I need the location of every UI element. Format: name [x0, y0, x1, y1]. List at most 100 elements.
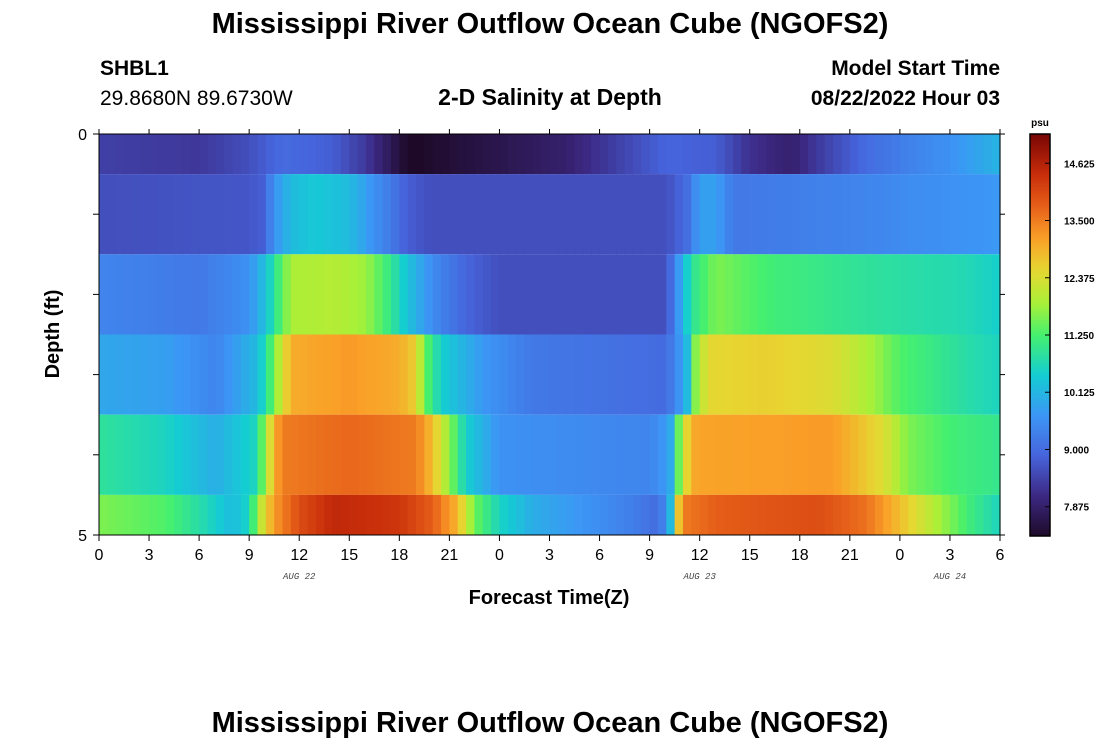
heat-cell	[858, 414, 868, 495]
heat-cell	[399, 414, 409, 495]
heat-cell	[382, 414, 392, 495]
heat-cell	[649, 334, 659, 415]
heat-cell	[949, 414, 959, 495]
heat-cell	[899, 174, 909, 255]
heat-cell	[891, 174, 901, 255]
heat-cell	[557, 414, 567, 495]
heat-cell	[933, 494, 943, 535]
station-id: SHBL1	[100, 57, 169, 80]
heat-cell	[474, 254, 484, 335]
heat-cell	[716, 174, 726, 255]
heat-cell	[240, 334, 250, 415]
heat-cell	[791, 254, 801, 335]
heat-cell	[666, 174, 676, 255]
heat-cell	[733, 334, 742, 415]
heat-cell	[849, 414, 859, 495]
heat-cell	[983, 254, 993, 335]
heat-cell	[599, 494, 609, 535]
heat-cell	[457, 334, 467, 415]
heat-cell	[315, 134, 325, 175]
heat-cell	[207, 254, 217, 335]
heat-cell	[799, 414, 809, 495]
heat-cell	[499, 254, 509, 335]
heat-cell	[749, 254, 759, 335]
colorbar: psu 7.875 9.000 10.125 11.250 12.375 13.500 14.…	[1029, 118, 1095, 537]
heat-cell	[365, 134, 375, 175]
heat-cell	[866, 334, 876, 415]
heat-cell	[499, 414, 509, 495]
heat-cell	[974, 414, 984, 495]
heat-cell	[149, 494, 158, 535]
heat-cell	[424, 334, 434, 415]
heat-cell	[399, 494, 409, 535]
heat-cell	[933, 254, 943, 335]
heat-cell	[958, 414, 968, 495]
heat-cell	[649, 174, 659, 255]
heat-cell	[908, 334, 918, 415]
heat-cell	[174, 254, 184, 335]
heat-cell	[457, 254, 467, 335]
heat-cell	[766, 254, 776, 335]
heat-cell	[416, 334, 425, 415]
heat-cell	[474, 174, 484, 255]
heat-cell	[265, 334, 275, 415]
heat-cell	[140, 334, 150, 415]
heat-cell	[541, 254, 551, 335]
heat-cell	[966, 134, 976, 175]
heat-cell	[983, 414, 993, 495]
heat-cell	[733, 414, 742, 495]
heat-cell	[899, 134, 909, 175]
heat-cell	[949, 494, 959, 535]
heat-cell	[816, 334, 826, 415]
heat-cell	[766, 134, 776, 175]
heat-cell	[365, 254, 375, 335]
heat-cell	[682, 254, 692, 335]
heat-cell	[441, 414, 450, 495]
heat-cell	[949, 334, 959, 415]
heat-cell	[849, 254, 859, 335]
heat-cell	[682, 334, 692, 415]
heat-cell	[390, 174, 400, 255]
heat-cell	[416, 134, 425, 175]
heat-cell	[240, 494, 250, 535]
heat-cell	[332, 174, 342, 255]
heat-cell	[891, 414, 901, 495]
heat-cell	[649, 254, 659, 335]
date-label: AUG 22	[282, 572, 316, 582]
heat-cell	[115, 414, 125, 495]
heat-cell	[190, 134, 200, 175]
heat-cell	[983, 334, 993, 415]
heat-cell	[983, 494, 993, 535]
heat-cell	[599, 254, 609, 335]
heat-cell	[691, 334, 701, 415]
heat-cell	[657, 254, 667, 335]
heat-cell	[407, 494, 417, 535]
heat-cell	[424, 494, 434, 535]
colorbar-tick-label: 13.500	[1064, 217, 1095, 228]
heat-cell	[783, 494, 793, 535]
heat-cell	[566, 334, 576, 415]
heat-cell	[649, 134, 659, 175]
heat-cell	[482, 134, 492, 175]
heat-cell	[432, 174, 442, 255]
heat-cell	[399, 334, 409, 415]
heat-cell	[991, 254, 1001, 335]
x-tick-label: 9	[245, 547, 254, 564]
heat-cell	[883, 134, 893, 175]
heat-cell	[774, 414, 784, 495]
x-axis-title: Forecast Time(Z)	[469, 587, 630, 609]
heat-cell	[174, 494, 184, 535]
heat-cell	[249, 494, 259, 535]
heat-cell	[324, 494, 334, 535]
heat-cell	[616, 254, 626, 335]
heat-cell	[299, 414, 309, 495]
heat-cell	[758, 134, 767, 175]
heat-cell	[824, 494, 834, 535]
heat-cell	[282, 134, 292, 175]
heat-cell	[390, 334, 400, 415]
heat-cell	[816, 414, 826, 495]
heat-cell	[841, 174, 851, 255]
heat-cell	[491, 174, 501, 255]
heat-cell	[899, 494, 909, 535]
heat-cell	[491, 414, 501, 495]
